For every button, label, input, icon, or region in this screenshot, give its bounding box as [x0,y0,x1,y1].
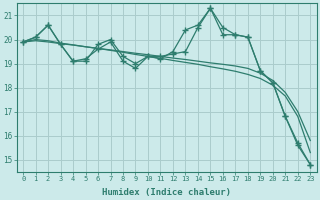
X-axis label: Humidex (Indice chaleur): Humidex (Indice chaleur) [102,188,231,197]
